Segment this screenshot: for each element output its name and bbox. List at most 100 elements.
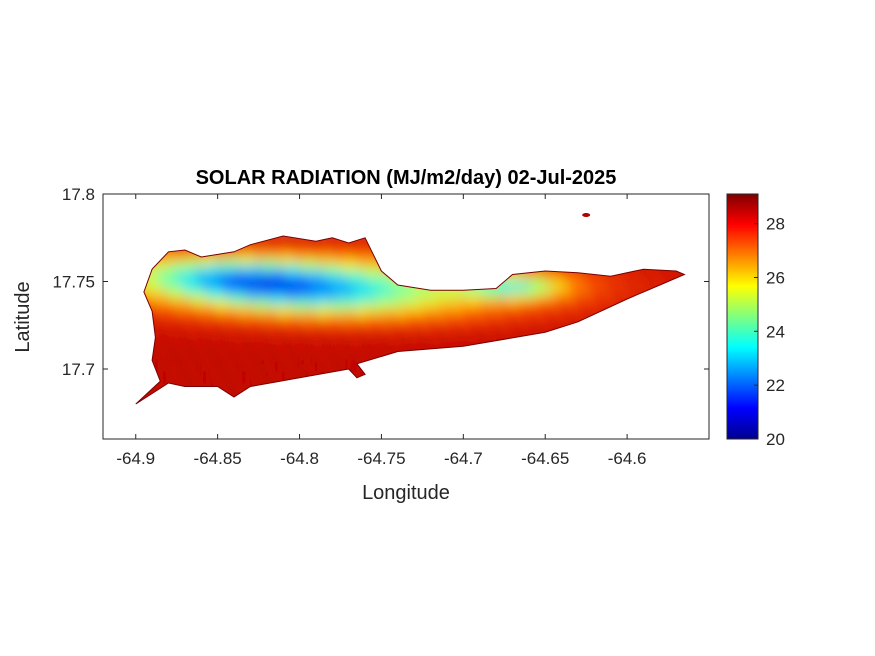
field-cell — [267, 345, 273, 350]
field-cell — [323, 357, 329, 362]
field-cell — [247, 333, 253, 338]
field-cell — [379, 317, 385, 322]
field-cell — [227, 281, 233, 286]
field-cell — [295, 361, 301, 366]
field-cell — [327, 261, 333, 266]
field-cell — [379, 277, 385, 282]
field-cell — [331, 305, 337, 310]
field-cell — [227, 309, 233, 314]
field-cell — [223, 333, 229, 338]
field-cell — [431, 341, 437, 346]
field-cell — [223, 281, 229, 286]
field-cell — [183, 249, 189, 254]
field-cell — [179, 273, 185, 278]
field-cell — [351, 289, 357, 294]
field-cell — [351, 333, 357, 338]
field-cell — [291, 297, 297, 302]
field-cell — [159, 281, 165, 286]
field-cell — [287, 365, 293, 370]
field-cell — [339, 269, 345, 274]
field-cell — [295, 369, 301, 374]
field-cell — [267, 285, 273, 290]
field-cell — [175, 321, 181, 326]
field-cell — [211, 345, 217, 350]
field-cell — [555, 317, 561, 322]
field-cell — [419, 313, 425, 318]
field-cell — [155, 349, 161, 354]
field-cell — [539, 325, 545, 330]
field-cell — [311, 245, 317, 250]
field-cell — [343, 317, 349, 322]
field-cell — [335, 361, 341, 366]
field-cell — [379, 305, 385, 310]
field-cell — [315, 297, 321, 302]
field-cell — [303, 241, 309, 246]
field-cell — [283, 305, 289, 310]
field-cell — [215, 321, 221, 326]
field-cell — [315, 333, 321, 338]
field-cell — [247, 313, 253, 318]
field-cell — [283, 253, 289, 258]
field-cell — [359, 301, 365, 306]
field-cell — [443, 317, 449, 322]
field-cell — [527, 329, 533, 334]
field-cell — [291, 301, 297, 306]
field-cell — [467, 337, 473, 342]
field-cell — [299, 293, 305, 298]
field-cell — [155, 297, 161, 302]
field-cell — [191, 381, 197, 386]
field-cell — [335, 329, 341, 334]
field-cell — [423, 293, 429, 298]
field-cell — [247, 365, 253, 370]
field-cell — [195, 301, 201, 306]
field-cell — [439, 325, 445, 330]
field-cell — [455, 309, 461, 314]
field-cell — [239, 389, 245, 394]
field-cell — [207, 321, 213, 326]
field-cell — [235, 385, 241, 390]
field-cell — [355, 373, 361, 378]
field-cell — [515, 277, 521, 282]
field-cell — [383, 309, 389, 314]
field-cell — [335, 365, 341, 370]
field-cell — [231, 329, 237, 334]
field-cell — [183, 381, 189, 386]
field-cell — [315, 357, 321, 362]
field-cell — [235, 261, 241, 266]
field-cell — [399, 297, 405, 302]
field-cell — [247, 357, 253, 362]
field-cell — [191, 281, 197, 286]
field-cell — [399, 337, 405, 342]
field-cell — [319, 289, 325, 294]
field-cell — [183, 345, 189, 350]
field-cell — [247, 257, 253, 262]
field-cell — [203, 377, 209, 382]
field-cell — [187, 361, 193, 366]
field-cell — [271, 285, 277, 290]
field-cell — [303, 369, 309, 374]
field-cell — [531, 289, 537, 294]
field-cell — [195, 373, 201, 378]
field-cell — [467, 305, 473, 310]
field-cell — [187, 297, 193, 302]
field-cell — [231, 301, 237, 306]
field-cell — [327, 277, 333, 282]
field-cell — [415, 345, 421, 350]
field-cell — [383, 333, 389, 338]
field-cell — [223, 317, 229, 322]
field-cell — [339, 313, 345, 318]
field-cell — [527, 289, 533, 294]
field-cell — [195, 257, 201, 262]
field-cell — [535, 301, 541, 306]
field-cell — [307, 337, 313, 342]
field-cell — [447, 305, 453, 310]
field-cell — [519, 289, 525, 294]
field-cell — [255, 281, 261, 286]
field-cell — [179, 333, 185, 338]
field-cell — [355, 357, 361, 362]
field-cell — [179, 313, 185, 318]
field-cell — [251, 277, 257, 282]
field-cell — [559, 289, 565, 294]
field-cell — [243, 361, 249, 366]
field-cell — [211, 309, 217, 314]
